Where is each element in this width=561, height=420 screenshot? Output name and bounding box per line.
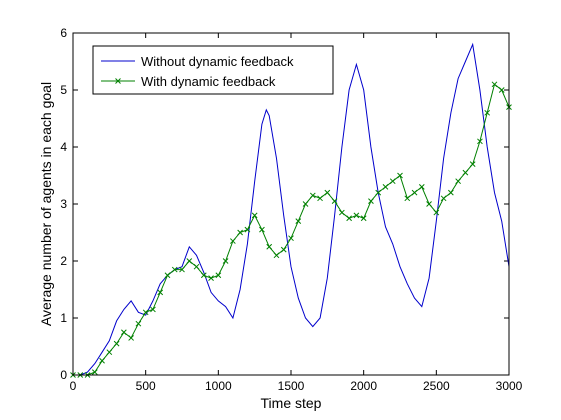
data-point	[360, 215, 367, 222]
data-point	[462, 169, 469, 176]
data-point	[324, 189, 331, 196]
data-point	[186, 258, 193, 264]
data-point	[150, 306, 156, 313]
x-tick-label: 2500	[423, 379, 450, 393]
data-point	[135, 320, 142, 327]
data-point	[193, 263, 200, 270]
y-tick-label: 4	[60, 140, 67, 154]
data-point	[433, 209, 440, 216]
data-point	[128, 335, 134, 341]
y-axis-label: Average number of agents in each goal	[38, 82, 54, 326]
y-tick-label: 5	[60, 83, 67, 97]
plot-frame	[72, 32, 510, 376]
data-point	[411, 189, 418, 196]
data-point	[448, 189, 454, 196]
x-tick-label: 1500	[278, 379, 305, 393]
data-point	[237, 229, 243, 236]
data-point	[280, 246, 287, 253]
data-point	[389, 178, 396, 185]
data-point	[208, 275, 214, 281]
data-point	[171, 266, 178, 273]
data-point	[113, 340, 120, 347]
data-point	[382, 184, 389, 190]
data-point	[346, 215, 352, 222]
legend-marker-with-feedback	[115, 78, 121, 84]
data-point	[302, 201, 309, 207]
x-tick-label: 1000	[205, 379, 232, 393]
data-point	[179, 266, 185, 273]
data-point	[99, 357, 105, 364]
legend-label-with-feedback: With dynamic feedback	[141, 74, 276, 89]
data-point	[317, 195, 323, 202]
data-point	[91, 369, 98, 376]
series-layer	[70, 42, 512, 378]
x-tick-label: 2000	[350, 379, 377, 393]
data-point	[491, 81, 498, 88]
x-tick-label: 500	[136, 379, 156, 393]
y-tick-label: 6	[60, 26, 67, 40]
data-point	[266, 243, 273, 250]
data-point	[368, 198, 374, 205]
legend-x-marker	[115, 78, 121, 84]
series-line-0	[73, 42, 510, 376]
x-tick-label: 3000	[496, 379, 523, 393]
x-tick-label: 0	[70, 379, 77, 393]
y-tick-label: 2	[60, 254, 67, 268]
data-point	[251, 212, 258, 219]
x-axis-label: Time step	[261, 395, 322, 411]
data-point	[222, 258, 229, 264]
axis-ticks: 0 500 1000 1500 2000 2500 3000 0 1 2 3 4 5 6	[60, 26, 522, 393]
data-point	[295, 218, 302, 224]
data-point	[331, 198, 338, 205]
data-point	[106, 349, 113, 356]
data-point	[484, 109, 491, 116]
data-point	[157, 289, 164, 296]
data-point	[164, 272, 171, 279]
data-point	[215, 272, 222, 279]
data-point	[121, 329, 127, 336]
data-point	[244, 226, 251, 233]
data-point	[259, 226, 265, 233]
data-point	[309, 192, 316, 199]
data-point	[418, 184, 425, 190]
y-tick-label: 3	[60, 197, 67, 211]
data-point	[353, 212, 360, 219]
data-point	[273, 252, 280, 259]
data-point	[200, 272, 207, 279]
data-point	[142, 309, 149, 316]
y-tick-label: 0	[60, 368, 67, 382]
data-point	[426, 201, 432, 207]
legend-box	[92, 45, 334, 95]
y-tick-label: 1	[60, 311, 67, 325]
data-point	[404, 195, 411, 202]
data-point	[397, 172, 403, 179]
data-point	[440, 195, 447, 202]
data-point	[230, 238, 236, 244]
data-point	[469, 161, 476, 167]
data-point	[477, 138, 483, 145]
data-point	[455, 178, 461, 185]
data-point	[288, 235, 294, 242]
legend: Without dynamic feedback With dynamic fe…	[92, 45, 334, 95]
data-point	[339, 209, 345, 216]
data-point	[375, 189, 382, 196]
data-point	[498, 87, 505, 93]
legend-label-without-feedback: Without dynamic feedback	[141, 54, 294, 69]
